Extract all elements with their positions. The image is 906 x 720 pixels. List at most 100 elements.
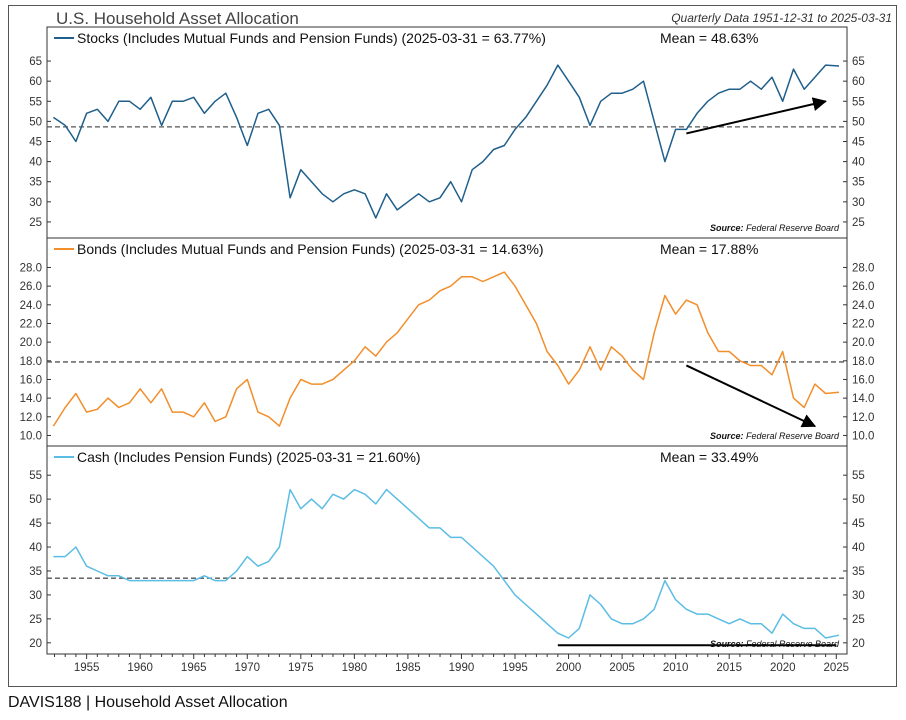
stocks-ytick-label-left: 45 bbox=[29, 137, 42, 149]
source-name: Federal Reserve Board bbox=[746, 639, 840, 649]
x-tick-label: 2015 bbox=[716, 662, 742, 674]
cash-ytick-label-left: 30 bbox=[29, 590, 42, 602]
stocks-ytick-label-right: 55 bbox=[852, 96, 865, 108]
bonds-annotation-arrow bbox=[685, 364, 817, 428]
cash-ytick-label-right: 20 bbox=[852, 638, 865, 650]
bonds-ytick-label-left: 24.0 bbox=[20, 300, 42, 312]
stocks-ytick-label-left: 55 bbox=[29, 96, 42, 108]
x-tick-label: 1980 bbox=[342, 662, 368, 674]
bonds-ytick-label-left: 28.0 bbox=[20, 262, 42, 274]
stocks-ytick-label-right: 25 bbox=[852, 217, 865, 229]
source-label: Source: bbox=[710, 431, 746, 441]
stocks-ytick-label-right: 40 bbox=[852, 157, 865, 169]
stocks-ytick-label-right: 30 bbox=[852, 197, 865, 209]
cash-series-line bbox=[53, 488, 840, 639]
bonds-ytick-label-right: 14.0 bbox=[852, 393, 874, 405]
bonds-ytick-label-right: 16.0 bbox=[852, 374, 874, 386]
bonds-mean-label: Mean = 17.88% bbox=[660, 241, 758, 257]
x-tick-label: 2025 bbox=[823, 662, 849, 674]
bonds-ytick-label-right: 18.0 bbox=[852, 356, 874, 368]
source-name: Federal Reserve Board bbox=[746, 431, 840, 441]
stocks-ytick-label-left: 65 bbox=[29, 56, 42, 68]
cash-ytick-label-left: 40 bbox=[29, 542, 42, 554]
stocks-annotation-arrow bbox=[686, 97, 827, 135]
cash-ytick-label-left: 20 bbox=[29, 638, 42, 650]
stocks-ytick-label-left: 25 bbox=[29, 217, 42, 229]
x-tick-label: 1960 bbox=[127, 662, 153, 674]
bonds-ytick-label-left: 12.0 bbox=[20, 412, 42, 424]
bonds-ytick-label-right: 24.0 bbox=[852, 300, 874, 312]
cash-ytick-label-right: 30 bbox=[852, 590, 865, 602]
cash-panel: 20 20 25 25 30 30 35 35 40 40 45 45 50 50 55 55 Cash (In… bbox=[29, 445, 865, 655]
stocks-ytick-label-left: 50 bbox=[29, 116, 42, 128]
bonds-ytick-label-left: 18.0 bbox=[20, 356, 42, 368]
stocks-ytick-label-right: 45 bbox=[852, 137, 865, 149]
stocks-ytick-label-left: 40 bbox=[29, 157, 42, 169]
cash-ytick-label-right: 50 bbox=[852, 494, 865, 506]
bonds-ytick-label-left: 20.0 bbox=[20, 337, 42, 349]
stocks-series-line bbox=[52, 64, 840, 219]
stocks-panel: 25 25 30 30 35 35 40 40 45 45 50 50 55 55 60 60 65 65 Stoc… bbox=[29, 26, 865, 239]
stocks-source-note: Source: Federal Reserve Board bbox=[710, 223, 840, 233]
cash-ytick-label-left: 35 bbox=[29, 566, 42, 578]
cash-ytick-label-right: 25 bbox=[852, 614, 865, 626]
bonds-source-note: Source: Federal Reserve Board bbox=[710, 431, 840, 441]
bonds-ytick-label-right: 26.0 bbox=[852, 281, 874, 293]
bonds-ytick-label-right: 28.0 bbox=[852, 262, 874, 274]
x-tick-label: 2000 bbox=[556, 662, 582, 674]
x-tick-label: 1965 bbox=[181, 662, 207, 674]
cash-ytick-label-right: 40 bbox=[852, 542, 865, 554]
cash-ytick-label-left: 50 bbox=[29, 494, 42, 506]
stocks-ytick-label-left: 30 bbox=[29, 197, 42, 209]
stocks-ytick-label-right: 35 bbox=[852, 177, 865, 189]
stocks-ytick-label-right: 65 bbox=[852, 56, 865, 68]
bonds-legend-label: Bonds (Includes Mutual Funds and Pension… bbox=[77, 241, 544, 257]
bonds-ytick-label-right: 12.0 bbox=[852, 412, 874, 424]
cash-ytick-label-right: 45 bbox=[852, 518, 865, 530]
cash-source-note: Source: Federal Reserve Board bbox=[710, 639, 840, 649]
cash-ytick-label-left: 55 bbox=[29, 470, 42, 482]
bonds-ytick-label-left: 14.0 bbox=[20, 393, 42, 405]
cash-legend-label: Cash (Includes Pension Funds) (2025-03-3… bbox=[77, 449, 421, 465]
bonds-ytick-label-right: 20.0 bbox=[852, 337, 874, 349]
source-name: Federal Reserve Board bbox=[746, 223, 840, 233]
x-tick-label: 1990 bbox=[449, 662, 475, 674]
cash-ytick-label-right: 55 bbox=[852, 470, 865, 482]
cash-ytick-label-left: 45 bbox=[29, 518, 42, 530]
stocks-mean-label: Mean = 48.63% bbox=[660, 30, 758, 46]
source-label: Source: bbox=[710, 223, 746, 233]
x-tick-label: 1975 bbox=[288, 662, 314, 674]
cash-panel-border bbox=[46, 445, 848, 655]
x-tick-label: 2010 bbox=[663, 662, 689, 674]
bonds-ytick-label-left: 26.0 bbox=[20, 281, 42, 293]
x-tick-label: 1970 bbox=[234, 662, 260, 674]
bonds-ytick-label-right: 22.0 bbox=[852, 318, 874, 330]
footer-caption: DAVIS188 | Household Asset Allocation bbox=[8, 694, 288, 711]
source-label: Source: bbox=[710, 639, 746, 649]
stocks-legend-label: Stocks (Includes Mutual Funds and Pensio… bbox=[77, 30, 546, 46]
x-tick-label: 2005 bbox=[609, 662, 635, 674]
x-tick-label: 2020 bbox=[770, 662, 796, 674]
chart-frame bbox=[8, 5, 897, 687]
bonds-ytick-label-left: 22.0 bbox=[20, 318, 42, 330]
cash-ytick-label-left: 25 bbox=[29, 614, 42, 626]
cash-ytick-label-right: 35 bbox=[852, 566, 865, 578]
bonds-panel-border bbox=[46, 237, 848, 447]
bonds-ytick-label-left: 16.0 bbox=[20, 374, 42, 386]
chart-title: U.S. Household Asset Allocation bbox=[56, 9, 299, 28]
cash-mean-label: Mean = 33.49% bbox=[660, 449, 758, 465]
bonds-ytick-label-left: 10.0 bbox=[20, 430, 42, 442]
date-range-label: Quarterly Data 1951-12-31 to 2025-03-31 bbox=[671, 11, 892, 25]
x-tick-label: 1985 bbox=[395, 662, 421, 674]
stocks-ytick-label-left: 60 bbox=[29, 76, 42, 88]
stocks-ytick-label-right: 60 bbox=[852, 76, 865, 88]
x-tick-label: 1955 bbox=[74, 662, 100, 674]
stocks-panel-border bbox=[46, 26, 848, 239]
stocks-ytick-label-right: 50 bbox=[852, 116, 865, 128]
bonds-ytick-label-right: 10.0 bbox=[852, 430, 874, 442]
bonds-panel: 10.0 10.0 12.0 12.0 14.0 14.0 16.0 16.0 18.0 18.0… bbox=[20, 237, 874, 447]
stocks-ytick-label-left: 35 bbox=[29, 177, 42, 189]
x-tick-label: 1995 bbox=[502, 662, 528, 674]
bonds-series-line bbox=[52, 271, 840, 427]
